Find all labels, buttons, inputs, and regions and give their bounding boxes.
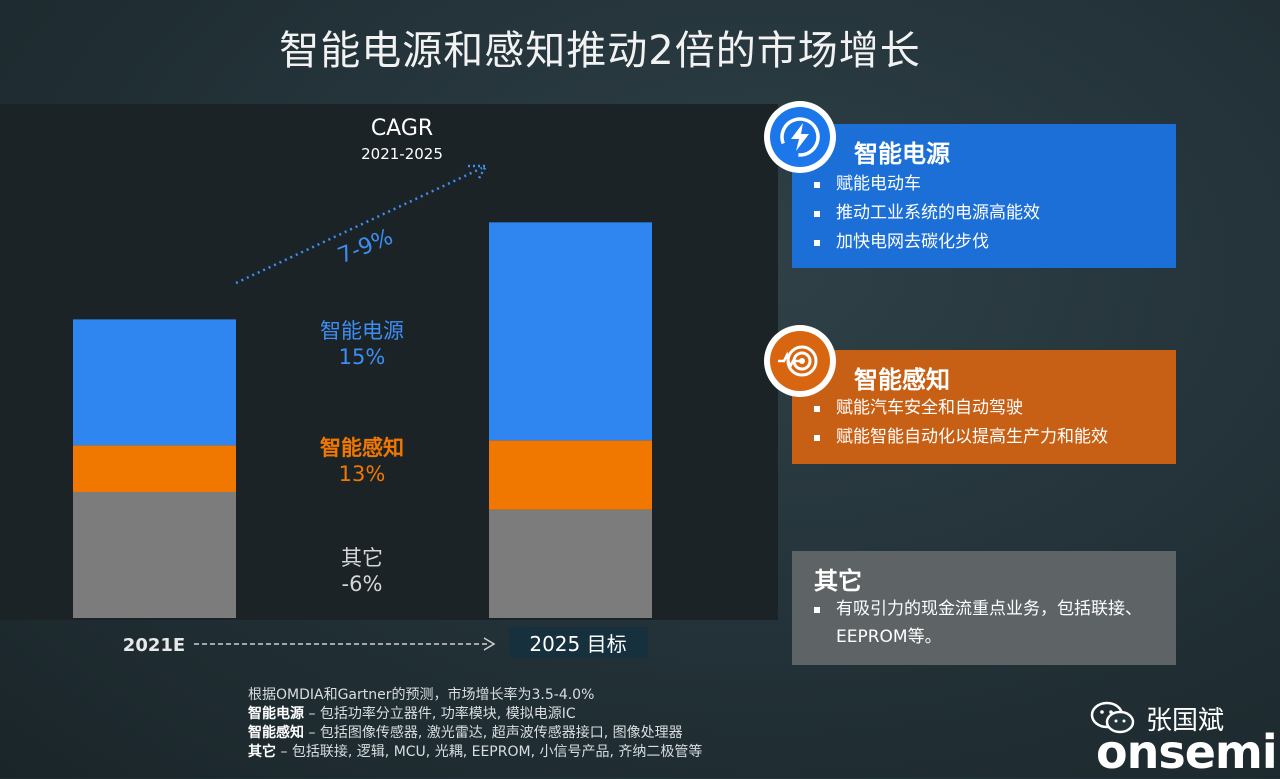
timeline-end-box <box>509 627 648 658</box>
card-smart-sensing: 智能感知 赋能汽车安全和自动驾驶 赋能智能自动化以提高生产力和能效 <box>792 350 1176 464</box>
timeline-start-label: 2021E <box>123 635 185 656</box>
card-smart-power: 智能电源 赋能电动车 推动工业系统的电源高能效 加快电网去碳化步伐 <box>792 124 1176 268</box>
footnote-other: 其它 – 包括联接, 逻辑, MCU, 光耦, EEPROM, 小信号产品, 齐… <box>248 744 703 760</box>
cagr-period: 2021-2025 <box>361 145 443 163</box>
card-other-list: 有吸引力的现金流重点业务，包括联接、EEPROM等。 <box>812 595 1152 651</box>
watermark-author: 张国斌 <box>1146 706 1225 736</box>
bar-1-series-2 <box>489 222 652 441</box>
card-other: 其它 有吸引力的现金流重点业务，包括联接、EEPROM等。 <box>792 551 1176 665</box>
card-smart-power-list: 赋能电动车 推动工业系统的电源高能效 加快电网去碳化步伐 <box>812 170 1040 257</box>
card-smart-sensing-list: 赋能汽车安全和自动驾驶 赋能智能自动化以提高生产力和能效 <box>812 394 1108 452</box>
card-smart-sensing-title: 智能感知 <box>854 366 950 394</box>
footnote-source: 根据OMDIA和Gartner的预测，市场增长率为3.5-4.0% <box>248 687 595 703</box>
cagr-title: CAGR <box>371 116 433 141</box>
card-other-title: 其它 <box>814 567 862 595</box>
card-smart-power-title: 智能电源 <box>854 140 950 168</box>
cagr-total-label: 7-9% <box>335 225 397 269</box>
stacked-bar-chart: CAGR 2021-2025 7-9% 智能电源 15% 智能感知 13% 其它… <box>73 116 652 658</box>
timeline-end-label: 2025 目标 <box>529 632 626 656</box>
bar-0-series-0 <box>73 492 236 618</box>
onsemi-logo: onsemi <box>1096 725 1278 779</box>
list-item: 赋能智能自动化以提高生产力和能效 <box>812 423 1108 452</box>
bar-1-series-0 <box>489 509 652 618</box>
segment-sensing-value: 13% <box>339 462 386 486</box>
growth-arrow-head <box>468 164 489 181</box>
list-item: 赋能汽车安全和自动驾驶 <box>812 394 1108 423</box>
lightning-icon <box>764 101 836 173</box>
wechat-icon <box>1090 701 1135 734</box>
page-title: 智能电源和感知推动2倍的市场增长 <box>279 28 921 74</box>
list-item: 推动工业系统的电源高能效 <box>812 199 1040 228</box>
list-item: 赋能电动车 <box>812 170 1040 199</box>
list-item: 有吸引力的现金流重点业务，包括联接、EEPROM等。 <box>812 595 1152 651</box>
footnote-sensing: 智能感知 – 包括图像传感器, 激光雷达, 超声波传感器接口, 图像处理器 <box>248 725 683 741</box>
bar-0-series-2 <box>73 319 236 446</box>
bar-1-series-1 <box>489 440 652 510</box>
footnotes: 根据OMDIA和Gartner的预测，市场增长率为3.5-4.0% 智能电源 –… <box>248 686 702 762</box>
footnote-power: 智能电源 – 包括功率分立器件, 功率模块, 模拟电源IC <box>248 706 576 722</box>
bar-0-series-1 <box>73 445 236 492</box>
segment-power-value: 15% <box>339 345 386 369</box>
segment-other-name: 其它 <box>341 546 383 570</box>
segment-other-value: -6% <box>342 572 383 596</box>
segment-sensing-name: 智能感知 <box>320 436 404 460</box>
segment-power-name: 智能电源 <box>320 319 404 343</box>
list-item: 加快电网去碳化步伐 <box>812 228 1040 257</box>
growth-arrow-line <box>235 166 483 285</box>
timeline-arrow-head <box>483 637 496 651</box>
sensor-target-icon <box>764 325 836 397</box>
